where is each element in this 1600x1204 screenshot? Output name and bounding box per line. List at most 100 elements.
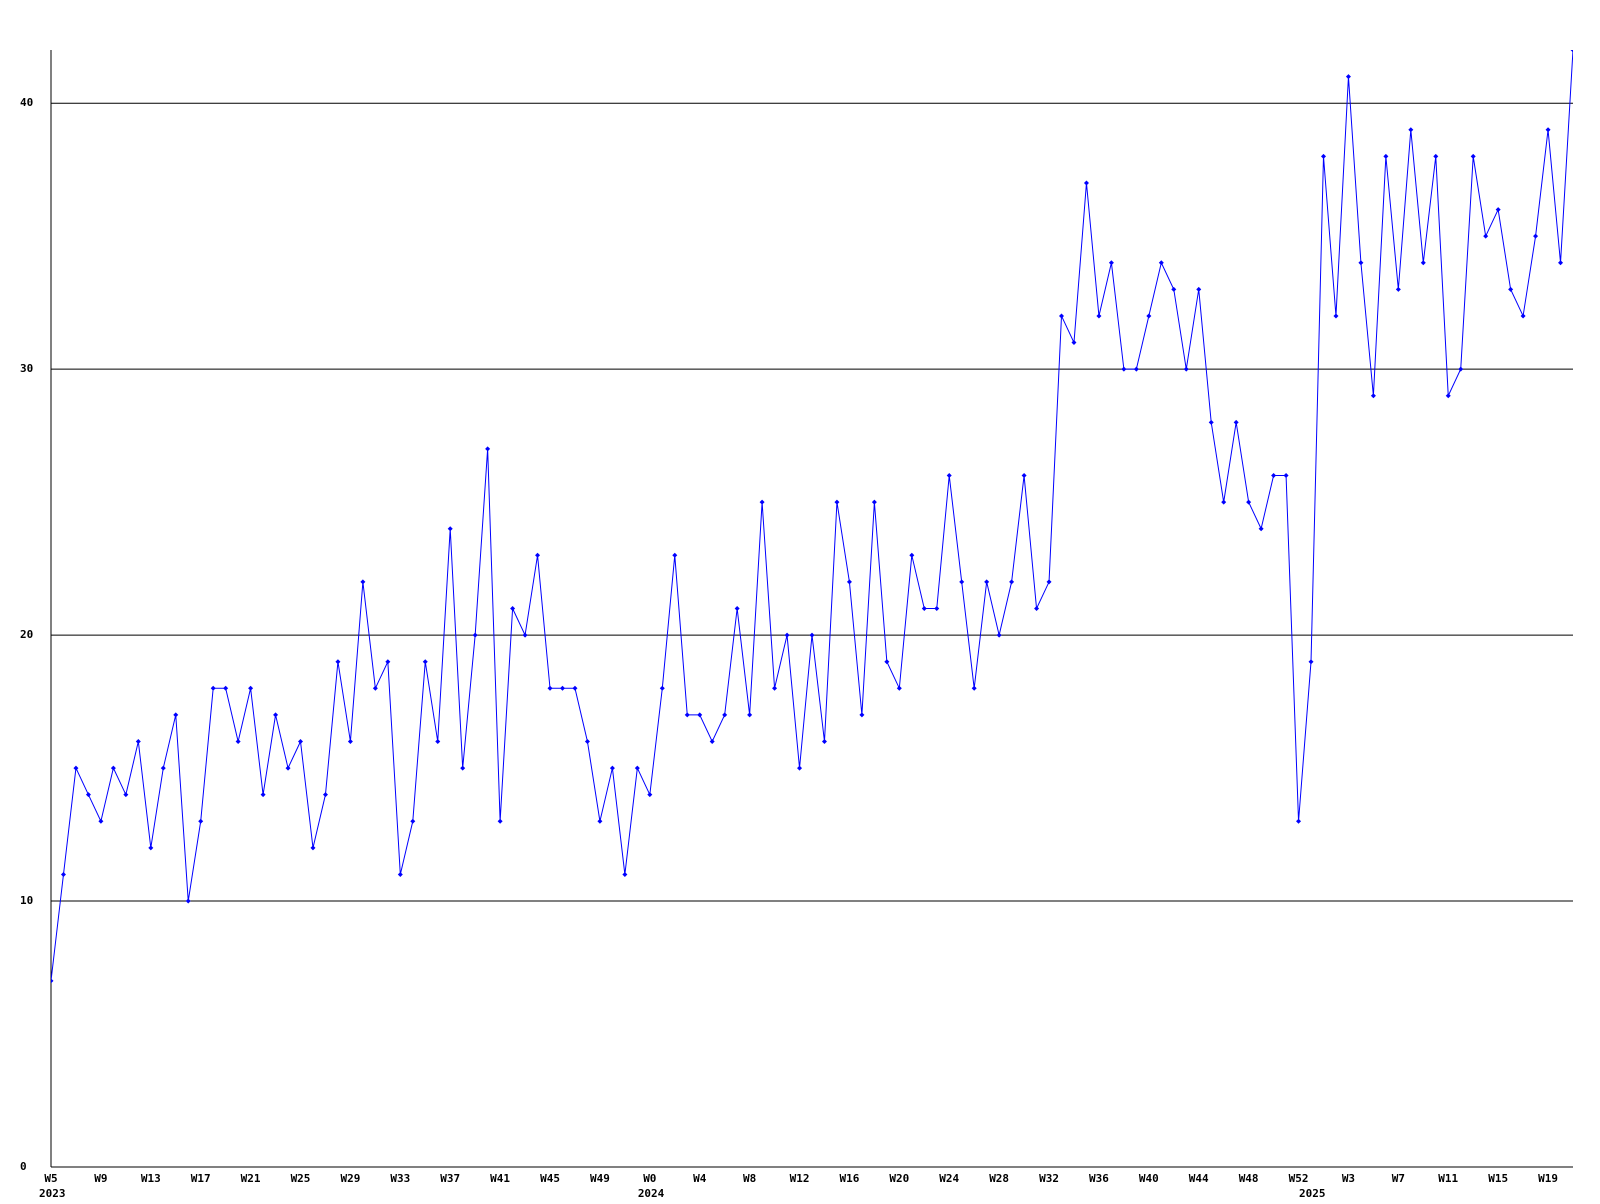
x-tick-label: W37 [440, 1172, 460, 1185]
data-point [1233, 419, 1239, 425]
data-point [884, 659, 890, 665]
data-point [1059, 313, 1065, 319]
x-tick-label: W17 [191, 1172, 211, 1185]
data-point [135, 738, 141, 744]
data-point [1171, 286, 1177, 292]
data-point [984, 579, 990, 585]
data-point [1034, 606, 1040, 611]
y-tick-label: 30 [20, 362, 33, 375]
data-point [1221, 499, 1227, 505]
data-point [397, 871, 403, 877]
x-year-label: 2025 [1299, 1187, 1326, 1200]
data-point [1121, 366, 1127, 372]
data-point [1021, 473, 1027, 479]
data-point [1445, 393, 1451, 399]
data-point [1071, 340, 1077, 346]
data-point [422, 659, 428, 665]
x-tick-label: W24 [939, 1172, 959, 1185]
data-point [1083, 180, 1089, 186]
data-point [909, 552, 915, 558]
data-point [1158, 260, 1164, 266]
x-tick-label: W4 [693, 1172, 707, 1185]
data-point [360, 579, 366, 585]
data-point [722, 712, 728, 718]
data-point [684, 712, 690, 718]
y-tick-label: 0 [20, 1160, 27, 1173]
data-point [485, 446, 491, 452]
x-tick-label: W3 [1342, 1172, 1355, 1185]
data-point [1308, 659, 1314, 665]
x-tick-label: W16 [839, 1172, 859, 1185]
data-point [460, 765, 466, 771]
data-point [173, 712, 179, 718]
data-point [160, 765, 166, 771]
x-year-label: 2024 [638, 1187, 665, 1200]
data-point [1433, 153, 1439, 159]
data-point [1096, 313, 1102, 319]
data-point [273, 712, 279, 718]
data-point [709, 738, 715, 744]
data-point [772, 685, 778, 691]
data-point [759, 499, 765, 505]
data-point [210, 685, 216, 691]
data-point [559, 685, 565, 691]
data-point [310, 845, 316, 851]
data-point [971, 685, 977, 691]
data-point [1108, 260, 1114, 266]
data-point [410, 818, 416, 824]
data-point [335, 659, 341, 665]
data-point [73, 765, 79, 771]
x-year-label: 2023 [39, 1187, 66, 1200]
data-point [1146, 313, 1152, 319]
data-point [260, 792, 266, 798]
data-point [996, 632, 1002, 638]
data-point [535, 552, 541, 558]
x-tick-label: W44 [1189, 1172, 1209, 1185]
data-point [1508, 286, 1514, 292]
data-point [51, 978, 54, 984]
y-tick-label: 20 [20, 628, 33, 641]
data-point [1470, 153, 1476, 159]
data-point [1333, 313, 1339, 319]
data-point [285, 765, 291, 771]
data-point [60, 871, 66, 877]
y-tick-label: 10 [20, 894, 33, 907]
data-point [98, 818, 104, 824]
data-point [1570, 50, 1573, 53]
data-point [1208, 419, 1214, 425]
data-point [435, 738, 441, 744]
x-tick-label: W11 [1438, 1172, 1458, 1185]
data-point [1358, 260, 1364, 266]
x-tick-label: W0 [643, 1172, 656, 1185]
x-tick-label: W29 [340, 1172, 360, 1185]
data-point [1558, 260, 1564, 266]
x-tick-label: W15 [1488, 1172, 1508, 1185]
data-point [1196, 286, 1202, 292]
data-point [223, 685, 229, 691]
data-point [372, 685, 378, 691]
data-point [110, 765, 116, 771]
data-point [959, 579, 965, 585]
x-tick-label: W48 [1239, 1172, 1259, 1185]
x-tick-label: W8 [743, 1172, 756, 1185]
data-point [1296, 818, 1302, 824]
data-point [347, 738, 353, 744]
x-tick-label: W19 [1538, 1172, 1558, 1185]
y-tick-label: 40 [20, 96, 33, 109]
data-point [647, 792, 653, 798]
data-point [1283, 473, 1289, 479]
data-point [896, 685, 902, 691]
data-point [1533, 233, 1539, 239]
data-point [1370, 393, 1376, 399]
data-point [1046, 579, 1052, 585]
data-point [547, 685, 553, 691]
data-point [1383, 153, 1389, 159]
data-point [1246, 499, 1252, 505]
plot-area [51, 50, 1573, 984]
data-point [934, 606, 940, 611]
data-point [1458, 366, 1464, 372]
data-point [1395, 286, 1401, 292]
data-point [1133, 366, 1139, 372]
data-point [859, 712, 865, 718]
data-point [672, 552, 678, 558]
